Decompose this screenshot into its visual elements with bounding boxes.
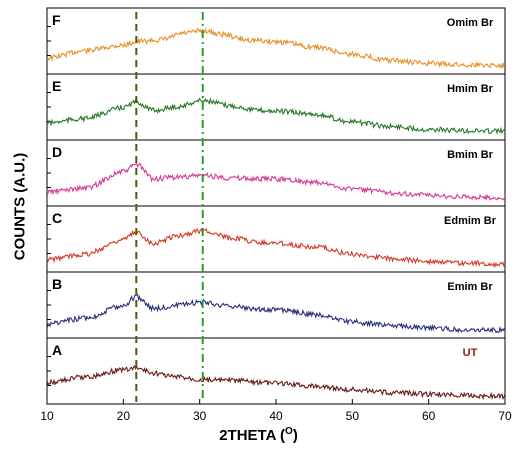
panel-B: B Emim Br bbox=[46, 271, 506, 339]
panel-letter: B bbox=[52, 276, 62, 292]
x-tick-label: 70 bbox=[498, 409, 512, 423]
series-line-B bbox=[46, 293, 506, 334]
series-name: Hmim Br bbox=[447, 83, 494, 95]
panel-F: F Omim Br bbox=[46, 7, 506, 75]
panel-A: A UT bbox=[46, 337, 506, 405]
series-line-E bbox=[46, 97, 506, 135]
panel-letter: F bbox=[52, 12, 61, 28]
x-tick-label: 60 bbox=[422, 409, 436, 423]
series-line-F bbox=[46, 27, 506, 70]
panels-group: F Omim Br E Hmim Br D Bmim Br C Edmim Br B Emim B… bbox=[46, 7, 506, 405]
y-axis-label: COUNTS (A.U.) bbox=[11, 152, 29, 261]
x-axis-label-superscript: O bbox=[285, 426, 293, 437]
x-axis-label-main: 2THETA ( bbox=[219, 427, 286, 444]
x-tick-label: 20 bbox=[117, 409, 131, 423]
panel-E: E Hmim Br bbox=[46, 73, 506, 141]
series-name: Edmim Br bbox=[444, 215, 497, 227]
panel-letter: E bbox=[52, 78, 61, 94]
x-axis-label-end: ) bbox=[292, 427, 298, 444]
x-axis: 10 20 30 40 50 60 70 bbox=[40, 399, 512, 423]
panel-C: C Edmim Br bbox=[46, 205, 506, 273]
panel-letter: C bbox=[52, 210, 62, 226]
series-name: Bmim Br bbox=[447, 149, 494, 161]
x-tick-label: 10 bbox=[40, 409, 54, 423]
x-tick-label: 40 bbox=[269, 409, 283, 423]
series-line-D bbox=[46, 162, 506, 201]
series-name: Emim Br bbox=[447, 281, 493, 293]
x-axis-label: 2THETA (O) bbox=[0, 426, 517, 444]
panel-letter: A bbox=[52, 342, 62, 358]
series-line-C bbox=[46, 228, 506, 269]
x-tick-label: 50 bbox=[346, 409, 360, 423]
panel-letter: D bbox=[52, 144, 62, 160]
panel-D: D Bmim Br bbox=[46, 139, 506, 207]
series-name: Omim Br bbox=[447, 17, 494, 29]
x-tick-label: 30 bbox=[193, 409, 207, 423]
reference-lines bbox=[135, 12, 204, 402]
series-name: UT bbox=[463, 347, 478, 359]
series-line-A bbox=[46, 364, 506, 401]
